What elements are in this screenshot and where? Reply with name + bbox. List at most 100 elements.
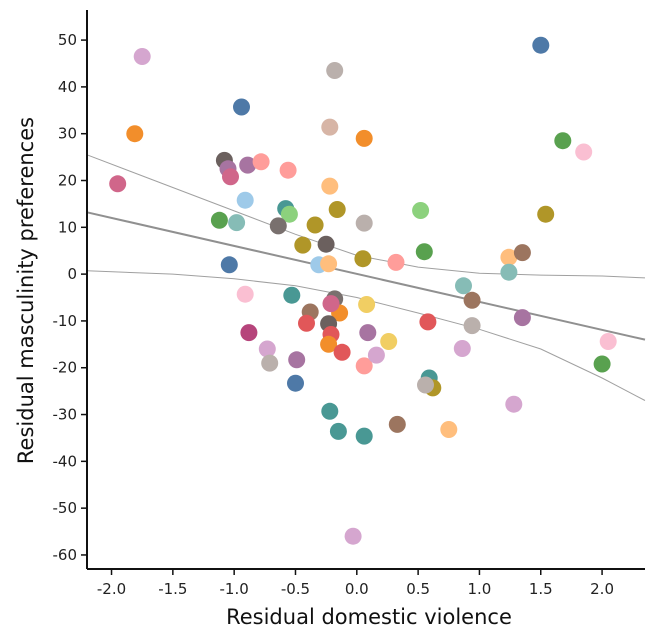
data-point — [320, 255, 338, 273]
data-point — [388, 415, 406, 433]
data-point — [317, 235, 335, 253]
data-point — [412, 202, 430, 219]
data-point — [236, 285, 254, 303]
data-point — [261, 354, 279, 372]
data-point — [320, 335, 338, 353]
y-tick-label: 0 — [67, 265, 77, 283]
data-point — [505, 395, 523, 413]
data-point — [344, 527, 362, 545]
x-tick-label: 0.5 — [406, 580, 430, 598]
x-tick-label: -1.5 — [158, 580, 187, 598]
data-point — [575, 143, 593, 161]
data-point — [554, 132, 572, 150]
data-point — [233, 98, 250, 116]
y-tick-label: 10 — [58, 218, 77, 236]
y-tick-label: -50 — [53, 499, 78, 517]
x-axis-title: Residual domestic violence — [226, 605, 512, 629]
data-point — [599, 333, 617, 350]
x-tick-label: -0.5 — [281, 580, 310, 598]
x-tick-label: -2.0 — [97, 580, 126, 598]
data-point — [294, 236, 312, 254]
data-point — [326, 62, 344, 79]
data-point — [419, 313, 437, 331]
data-point — [387, 253, 405, 271]
data-point — [537, 205, 555, 223]
data-point — [355, 427, 373, 445]
confidence-band — [86, 154, 646, 401]
y-tick-label: 20 — [58, 172, 77, 190]
data-point — [321, 177, 339, 195]
data-point — [321, 118, 339, 136]
y-tick-label: -10 — [53, 312, 78, 330]
ci-lower-line — [86, 270, 646, 401]
data-point — [355, 129, 373, 147]
data-point — [440, 421, 458, 438]
data-point — [455, 277, 472, 295]
data-point — [220, 256, 238, 274]
data-point — [228, 214, 246, 232]
data-point — [359, 324, 377, 342]
data-point — [463, 317, 481, 335]
data-point — [222, 168, 239, 186]
data-point — [236, 191, 254, 209]
data-point — [355, 357, 373, 375]
data-point — [126, 125, 144, 143]
data-point — [287, 374, 304, 392]
y-tick-label: 30 — [58, 125, 77, 143]
data-point — [288, 351, 306, 369]
y-axis-ticks: 50 40 30 20 10 0 -10 -20 -30 -40 -50 -60 — [53, 31, 87, 564]
data-point — [333, 343, 351, 361]
data-points — [109, 36, 617, 545]
data-point — [240, 324, 258, 342]
data-point — [513, 244, 531, 262]
x-tick-label: 1.0 — [468, 580, 492, 598]
data-point — [109, 175, 127, 193]
data-point — [133, 48, 151, 65]
data-point — [358, 296, 376, 313]
data-point — [252, 153, 270, 171]
data-point — [322, 295, 340, 313]
data-point — [280, 205, 298, 223]
y-tick-label: -40 — [53, 452, 78, 470]
data-point — [513, 309, 531, 327]
data-point — [258, 340, 276, 358]
data-point — [354, 250, 372, 268]
y-axis-title: Residual masculinity preferences — [14, 117, 38, 464]
x-tick-label: 0.0 — [345, 580, 369, 598]
data-point — [329, 422, 347, 440]
data-point — [367, 346, 385, 364]
data-point — [279, 161, 297, 179]
data-point — [239, 156, 257, 174]
data-point — [380, 333, 398, 350]
y-tick-label: 50 — [58, 31, 77, 49]
y-tick-label: -20 — [53, 359, 78, 377]
x-tick-label: -1.0 — [220, 580, 249, 598]
y-tick-label: -30 — [53, 406, 78, 424]
data-point — [306, 216, 324, 234]
data-point — [328, 201, 346, 218]
data-point — [500, 263, 518, 281]
y-tick-label: -60 — [53, 546, 78, 564]
x-tick-label: 2.0 — [590, 580, 614, 598]
data-point — [532, 36, 550, 54]
data-point — [269, 217, 287, 235]
data-point — [321, 402, 339, 420]
data-point — [593, 355, 611, 373]
data-point — [298, 314, 315, 332]
y-tick-label: 40 — [58, 78, 77, 96]
data-point — [210, 211, 228, 229]
ci-upper-line — [86, 154, 646, 279]
x-tick-label: 1.5 — [529, 580, 553, 598]
data-point — [355, 214, 373, 232]
regression-line-group — [86, 211, 646, 341]
axes: -2.0 -1.5 -1.0 -0.5 0.0 0.5 1.0 1.5 2.0 50 40 30 20… — [53, 10, 645, 598]
data-point — [415, 243, 433, 261]
data-point — [463, 291, 481, 309]
data-point — [283, 286, 301, 304]
x-axis-ticks: -2.0 -1.5 -1.0 -0.5 0.0 0.5 1.0 1.5 2.0 — [97, 569, 614, 598]
data-point — [417, 376, 434, 394]
data-point — [500, 248, 518, 266]
regression-line — [86, 211, 646, 341]
